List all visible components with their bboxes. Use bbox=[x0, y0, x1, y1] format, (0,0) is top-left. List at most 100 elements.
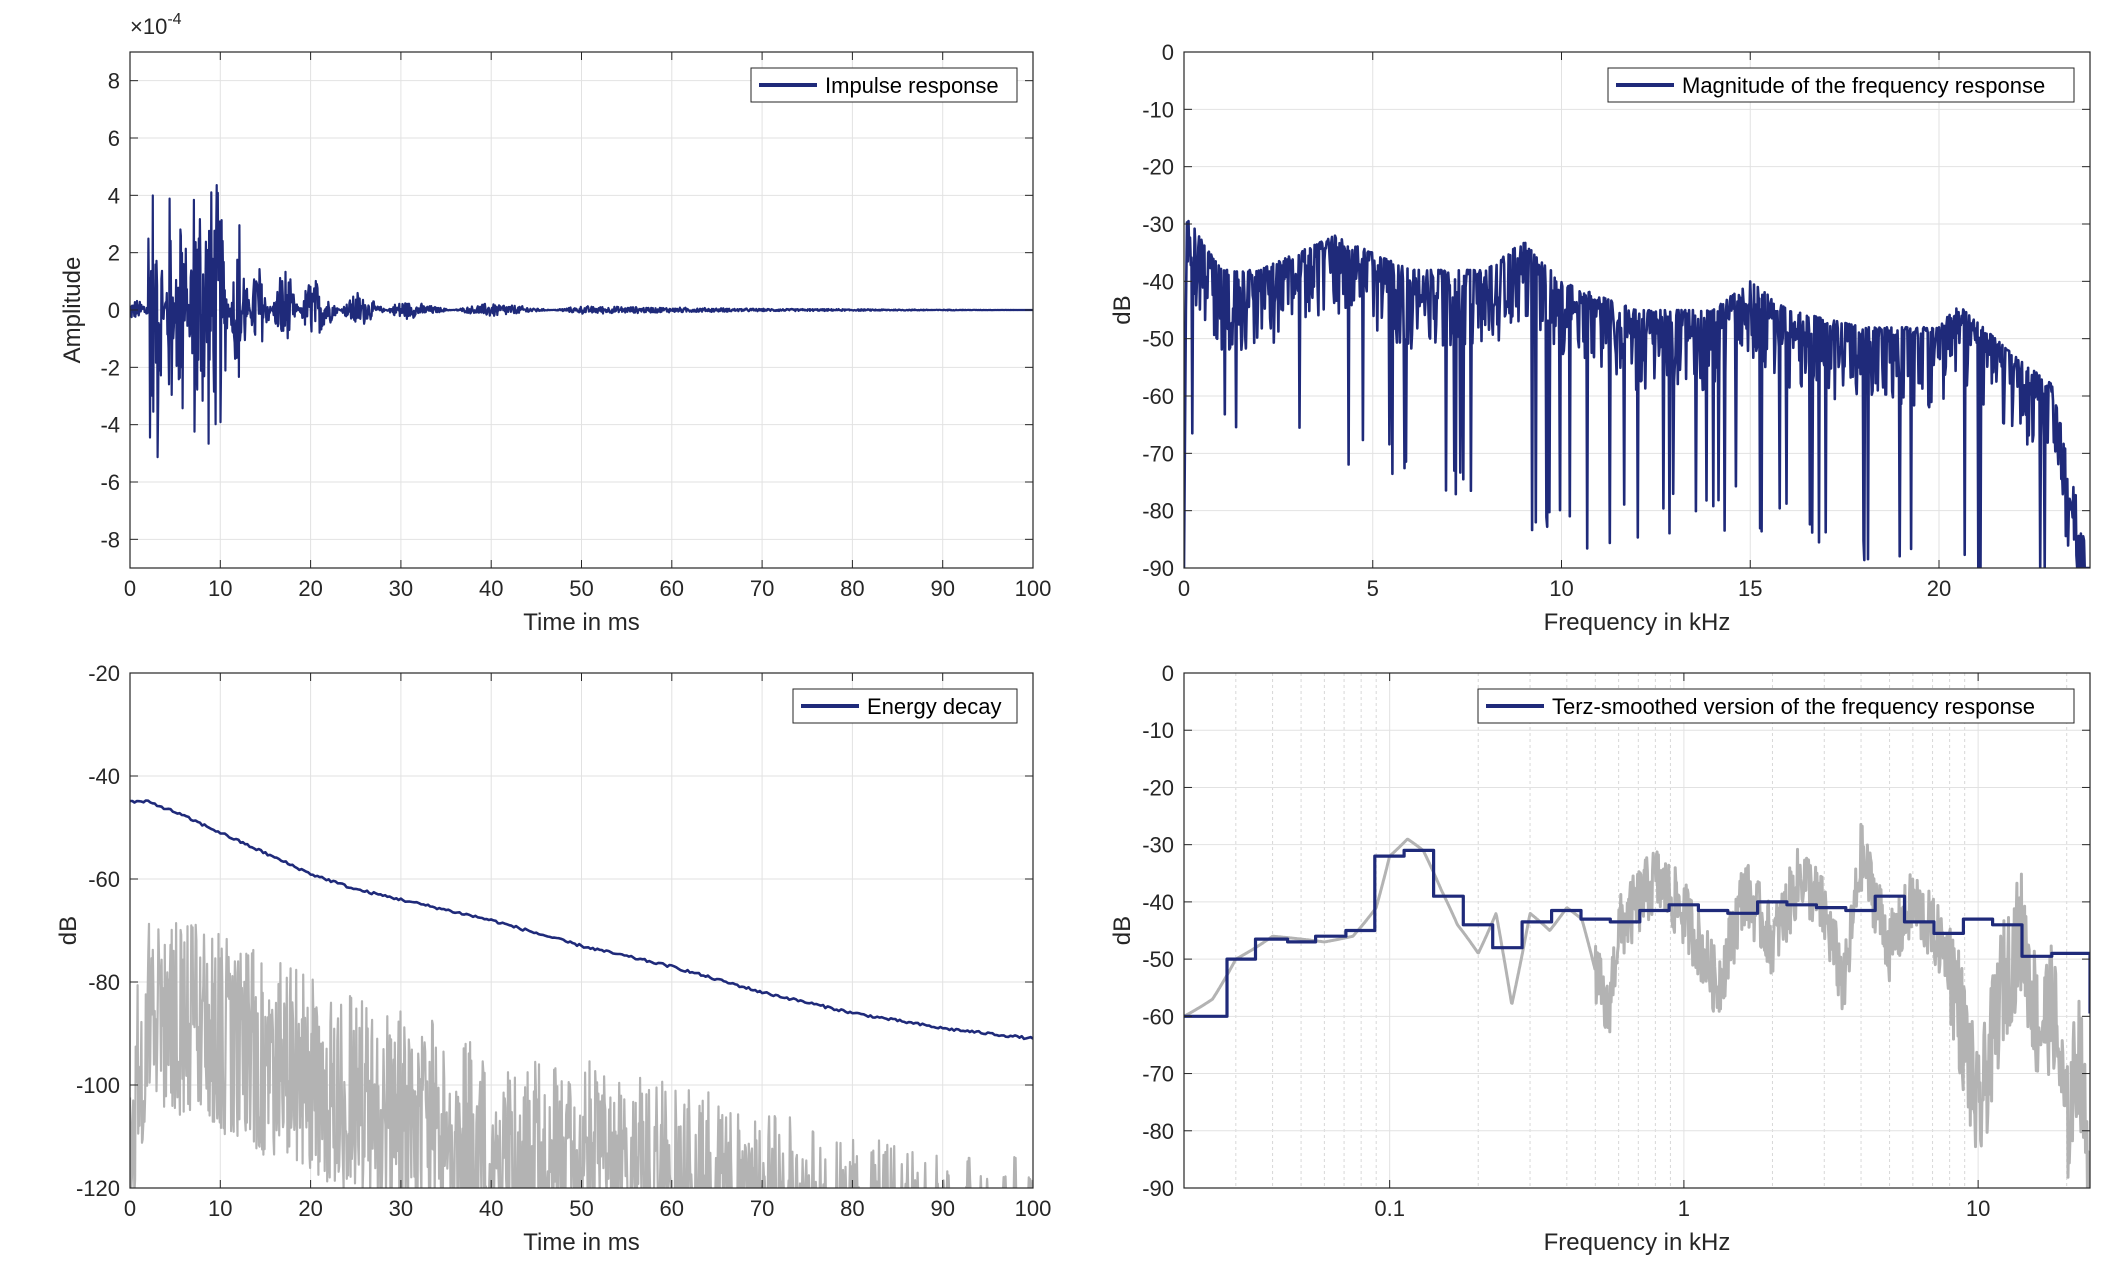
y-tick-label: -70 bbox=[1142, 441, 1174, 466]
x-tick-label: 15 bbox=[1738, 576, 1762, 601]
x-tick-label: 10 bbox=[208, 576, 232, 601]
y-tick-label: -60 bbox=[1142, 1004, 1174, 1029]
x-tick-label: 60 bbox=[660, 1196, 684, 1221]
legend-label: Magnitude of the frequency response bbox=[1682, 73, 2045, 98]
x-tick-label: 0 bbox=[124, 1196, 136, 1221]
y-tick-label: -20 bbox=[1142, 155, 1174, 180]
plot-area bbox=[1184, 673, 2090, 1188]
y-multiplier-exponent: -4 bbox=[167, 11, 181, 28]
y-tick-label: -80 bbox=[1142, 499, 1174, 524]
x-tick-label: 0 bbox=[124, 576, 136, 601]
x-tick-label: 0.1 bbox=[1374, 1196, 1405, 1221]
y-tick-label: -40 bbox=[1142, 269, 1174, 294]
y-tick-label: -10 bbox=[1142, 97, 1174, 122]
y-multiplier-base: 10 bbox=[143, 14, 167, 39]
y-multiplier: ×10-4 bbox=[130, 11, 182, 39]
axes-frame bbox=[1183, 672, 2091, 1189]
y-tick-label: -30 bbox=[1142, 833, 1174, 858]
y-tick-label: -70 bbox=[1142, 1062, 1174, 1087]
x-tick-label: 30 bbox=[389, 1196, 413, 1221]
y-tick-label: 0 bbox=[1162, 661, 1174, 686]
y-tick-label: 6 bbox=[108, 126, 120, 151]
energy-raw-line bbox=[130, 921, 1033, 1188]
x-tick-label: 90 bbox=[930, 576, 954, 601]
plot-content bbox=[1184, 219, 2090, 568]
x-tick-label: 30 bbox=[389, 576, 413, 601]
x-tick-label: 40 bbox=[479, 1196, 503, 1221]
x-tick-label: 10 bbox=[208, 1196, 232, 1221]
y-tick-label: -60 bbox=[1142, 384, 1174, 409]
x-tick-label: 60 bbox=[660, 576, 684, 601]
x-tick-label: 0 bbox=[1178, 576, 1190, 601]
x-tick-label: 50 bbox=[569, 576, 593, 601]
x-tick-label: 80 bbox=[840, 1196, 864, 1221]
y-tick-label: -90 bbox=[1142, 1176, 1174, 1201]
legend-box bbox=[1607, 67, 2075, 103]
terz-smoothed-panel: 0.1 1 10 0 -10 -20 -30 -40 -50 -60 -70 -80 -90 Freque… bbox=[1109, 661, 2091, 1256]
legend-box bbox=[792, 688, 1018, 724]
y-tick-label: -80 bbox=[1142, 1119, 1174, 1144]
y-axis-label: Amplitude bbox=[59, 257, 86, 364]
energy-decay-line bbox=[130, 799, 1033, 1041]
y-tick-label: -6 bbox=[100, 470, 120, 495]
y-axis-label: dB bbox=[1109, 916, 1136, 945]
x-tick-label: 100 bbox=[1015, 1196, 1052, 1221]
y-tick-label: -10 bbox=[1142, 718, 1174, 743]
plot-content bbox=[1184, 822, 2090, 1188]
y-axis-label: dB bbox=[1109, 295, 1136, 324]
x-axis-label: Time in ms bbox=[523, 609, 639, 636]
y-tick-label: -40 bbox=[1142, 890, 1174, 915]
impulse-response-panel: 0 10 20 30 40 50 60 70 80 90 100 -8 -6 -4 -2 0 2 4 6 8 Time … bbox=[59, 11, 1051, 636]
x-tick-label: 80 bbox=[840, 576, 864, 601]
grid-lines bbox=[129, 672, 1034, 1189]
x-tick-label: 20 bbox=[1927, 576, 1951, 601]
energy-decay-panel: 0 10 20 30 40 50 60 70 80 90 100 -20 -40 -60 -80 -100 -1… bbox=[55, 661, 1051, 1256]
y-tick-label: -80 bbox=[88, 970, 120, 995]
legend-label: Energy decay bbox=[867, 694, 1002, 719]
x-tick-label: 50 bbox=[569, 1196, 593, 1221]
y-tick-label: 0 bbox=[108, 298, 120, 323]
y-tick-label: -120 bbox=[76, 1176, 120, 1201]
y-tick-label: 8 bbox=[108, 69, 120, 94]
legend: Magnitude of the frequency response bbox=[1607, 67, 2075, 103]
legend-label: Impulse response bbox=[825, 73, 999, 98]
legend: Impulse response bbox=[750, 67, 1018, 103]
x-axis-label: Frequency in kHz bbox=[1544, 1229, 1731, 1256]
legend: Terz-smoothed version of the frequency r… bbox=[1477, 688, 2075, 724]
x-tick-label: 70 bbox=[750, 576, 774, 601]
y-tick-label: -90 bbox=[1142, 556, 1174, 581]
x-tick-label: 5 bbox=[1367, 576, 1379, 601]
y-tick-label: -50 bbox=[1142, 947, 1174, 972]
y-tick-label: -40 bbox=[88, 764, 120, 789]
x-tick-label: 1 bbox=[1678, 1196, 1690, 1221]
impulse-response-line bbox=[130, 184, 1033, 459]
x-axis-label: Time in ms bbox=[523, 1229, 639, 1256]
x-tick-label: 70 bbox=[750, 1196, 774, 1221]
y-tick-label: 2 bbox=[108, 241, 120, 266]
legend-box bbox=[1477, 688, 2075, 724]
y-tick-label: -4 bbox=[100, 413, 120, 438]
y-axis-label: dB bbox=[55, 916, 82, 945]
y-tick-label: -50 bbox=[1142, 327, 1174, 352]
magnitude-line bbox=[1184, 219, 2090, 568]
magnitude-panel: 0 5 10 15 20 0 -10 -20 -30 -40 -50 -60 -70 -80 -90 Freq… bbox=[1109, 40, 2091, 636]
terz-smoothed-line bbox=[1184, 848, 2090, 1018]
y-tick-label: 4 bbox=[108, 183, 120, 208]
x-tick-label: 10 bbox=[1549, 576, 1573, 601]
legend-label: Terz-smoothed version of the frequency r… bbox=[1552, 694, 2035, 719]
plot-content bbox=[130, 799, 1033, 1188]
axes-frame bbox=[1183, 51, 2091, 569]
y-tick-label: -2 bbox=[100, 355, 120, 380]
y-tick-label: -20 bbox=[88, 661, 120, 686]
y-tick-label: -60 bbox=[88, 867, 120, 892]
y-tick-label: -30 bbox=[1142, 212, 1174, 237]
x-tick-label: 20 bbox=[298, 576, 322, 601]
x-tick-label: 100 bbox=[1015, 576, 1052, 601]
legend: Energy decay bbox=[792, 688, 1018, 724]
x-tick-label: 40 bbox=[479, 576, 503, 601]
x-tick-label: 10 bbox=[1966, 1196, 1990, 1221]
x-tick-label: 20 bbox=[298, 1196, 322, 1221]
y-tick-label: -8 bbox=[100, 527, 120, 552]
y-tick-label: 0 bbox=[1162, 40, 1174, 65]
